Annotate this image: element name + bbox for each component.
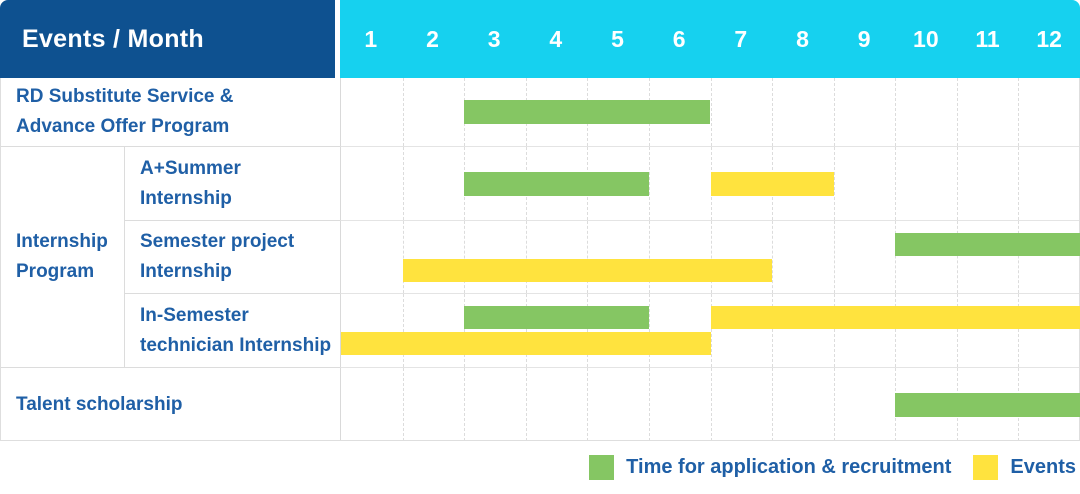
month-gridline bbox=[895, 147, 897, 220]
month-gridline bbox=[402, 221, 404, 293]
row-label-text: In-Semester technician Internship bbox=[140, 304, 332, 356]
month-gridline bbox=[587, 221, 589, 293]
yellow-swatch-icon bbox=[973, 455, 999, 480]
month-gridline bbox=[833, 368, 835, 441]
month-gridline bbox=[772, 294, 774, 367]
month-gridline bbox=[525, 368, 527, 441]
month-gridline bbox=[525, 294, 527, 367]
row-label-text: Talent scholarship bbox=[16, 393, 183, 415]
row-label-rd-substitute: RD Substitute Service & Advance Offer Pr… bbox=[0, 78, 340, 147]
row-label-text: A+Summer Internship bbox=[140, 157, 241, 209]
month-header: 2 bbox=[426, 25, 439, 52]
gantt-bar-yellow bbox=[402, 259, 773, 282]
legend-label: Time for application & recruitment bbox=[626, 456, 952, 478]
row-label-text: RD Substitute Service & Advance Offer Pr… bbox=[16, 86, 234, 137]
month-header: 5 bbox=[611, 25, 624, 52]
month-gridline bbox=[648, 294, 650, 367]
month-gridline bbox=[895, 221, 897, 293]
row-label-in-semester-technician: In-Semester technician Internship bbox=[124, 294, 340, 368]
month-gridline bbox=[710, 294, 712, 367]
month-gridline bbox=[772, 368, 774, 441]
month-gridline bbox=[833, 221, 835, 293]
month-gridline bbox=[648, 221, 650, 293]
month-header: 8 bbox=[796, 25, 809, 52]
row-label-talent-scholarship: Talent scholarship bbox=[0, 368, 340, 441]
gantt-row-chart bbox=[340, 221, 1080, 294]
month-header: 11 bbox=[975, 25, 1000, 52]
month-gridline bbox=[402, 78, 404, 146]
month-header: 4 bbox=[549, 25, 563, 52]
legend: Time for application & recruitment Event… bbox=[0, 441, 1080, 494]
month-header: 10 bbox=[913, 25, 939, 52]
gantt-bar-green bbox=[464, 172, 649, 196]
month-gridline bbox=[587, 368, 589, 441]
month-gridline bbox=[956, 78, 958, 146]
month-gridline bbox=[1018, 147, 1020, 220]
month-gridline bbox=[710, 368, 712, 441]
legend-item-events: Events bbox=[973, 455, 1076, 480]
month-gridline bbox=[710, 221, 712, 293]
month-gridline bbox=[895, 78, 897, 146]
month-gridline bbox=[956, 147, 958, 220]
month-gridline bbox=[464, 368, 466, 441]
month-header: 9 bbox=[857, 25, 871, 52]
month-header: 12 bbox=[1036, 25, 1062, 52]
month-gridline bbox=[772, 221, 774, 293]
month-gridline bbox=[1018, 294, 1020, 367]
month-gridline bbox=[648, 368, 650, 441]
month-header-row: 1 2 3 4 5 6 7 8 9 10 11 12 bbox=[340, 0, 1080, 78]
row-label-a-summer: A+Summer Internship bbox=[124, 147, 340, 221]
row-label-text: Semester project Internship bbox=[140, 231, 295, 282]
month-gridline bbox=[464, 294, 466, 367]
month-gridline bbox=[402, 368, 404, 441]
group-label-text: Internship Program bbox=[16, 231, 108, 282]
legend-item-application-recruitment: Time for application & recruitment bbox=[589, 455, 951, 480]
row-label-semester-project: Semester project Internship bbox=[124, 221, 340, 294]
gantt-bar-green bbox=[895, 233, 1080, 256]
month-gridline bbox=[833, 78, 835, 146]
month-gridline bbox=[587, 294, 589, 367]
gantt-bar-yellow bbox=[341, 332, 711, 355]
table-header-title: Events / Month bbox=[0, 0, 340, 78]
gantt-bar-green bbox=[464, 306, 649, 329]
month-header: 1 bbox=[364, 25, 378, 52]
month-gridline bbox=[833, 147, 835, 220]
gantt-bar-yellow bbox=[710, 306, 1080, 329]
month-header: 3 bbox=[487, 25, 501, 52]
gantt-table: Events / Month 1 2 3 4 5 6 7 8 9 10 11 1… bbox=[0, 0, 1080, 441]
month-gridline bbox=[956, 294, 958, 367]
gantt-bar-yellow bbox=[710, 172, 834, 196]
month-gridline bbox=[402, 294, 404, 367]
month-gridline bbox=[464, 221, 466, 293]
events-month-title: Events / Month bbox=[22, 24, 204, 53]
month-gridline bbox=[1018, 78, 1020, 146]
gantt-row-chart bbox=[340, 147, 1080, 221]
gantt-row-chart bbox=[340, 294, 1080, 368]
gantt-row-chart bbox=[340, 78, 1080, 147]
month-header: 7 bbox=[734, 25, 748, 52]
month-gridline bbox=[895, 294, 897, 367]
gantt-bar-green bbox=[464, 100, 711, 124]
month-gridline bbox=[402, 147, 404, 220]
green-swatch-icon bbox=[589, 455, 615, 480]
month-gridline bbox=[525, 221, 527, 293]
gantt-bar-green bbox=[895, 393, 1080, 417]
month-gridline bbox=[648, 147, 650, 220]
month-gridline bbox=[710, 78, 712, 146]
group-label-internship-program: Internship Program bbox=[0, 147, 124, 368]
month-gridline bbox=[833, 294, 835, 367]
month-gridline bbox=[772, 78, 774, 146]
legend-label: Events bbox=[1010, 456, 1076, 478]
month-gridline bbox=[1018, 221, 1020, 293]
month-header: 6 bbox=[672, 25, 686, 52]
gantt-row-chart bbox=[340, 368, 1080, 441]
month-gridline bbox=[956, 221, 958, 293]
